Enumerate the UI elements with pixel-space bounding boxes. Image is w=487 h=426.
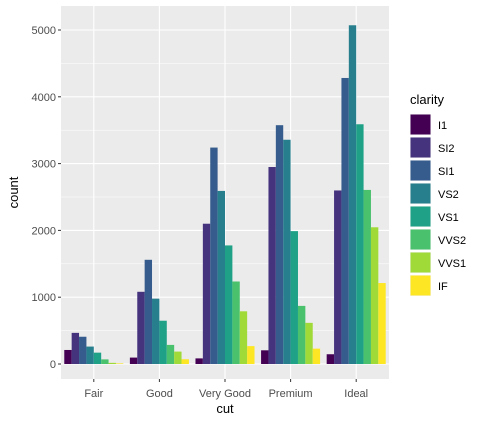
legend-swatch-vvs2 bbox=[410, 229, 431, 250]
y-tick-label: 5000 bbox=[32, 25, 56, 37]
bar-i1-very-good bbox=[195, 358, 203, 364]
bar-if-good bbox=[181, 359, 189, 364]
bar-if-premium bbox=[312, 348, 321, 364]
bar-vvs1-fair bbox=[108, 362, 116, 364]
legend: clarity I1 SI2 SI1 VS2 VS1 VVS2 VVS1 IF bbox=[410, 92, 466, 296]
bar-si2-fair bbox=[71, 332, 80, 364]
bar-vvs1-premium bbox=[305, 322, 313, 364]
legend-swatch-if bbox=[410, 275, 431, 296]
legend-swatch-si2 bbox=[410, 137, 431, 158]
legend-label-i1: I1 bbox=[438, 120, 447, 132]
bar-i1-ideal bbox=[326, 354, 335, 364]
y-tick-label: 1000 bbox=[32, 292, 56, 304]
bar-vs1-fair bbox=[93, 352, 102, 364]
legend-label-vvs2: VVS2 bbox=[438, 235, 466, 247]
legend-swatch-i1 bbox=[410, 114, 431, 135]
y-axis: 0 1000 2000 3000 4000 5000 bbox=[32, 25, 61, 371]
bar-vvs2-ideal bbox=[363, 189, 371, 364]
bar-si2-good bbox=[137, 291, 145, 364]
y-axis-title: count bbox=[6, 176, 21, 208]
bar-vs2-fair bbox=[86, 346, 94, 364]
legend-label-si1: SI1 bbox=[438, 166, 455, 178]
bar-vvs2-good bbox=[166, 344, 175, 364]
x-tick-label: Ideal bbox=[344, 388, 368, 400]
legend-swatch-vvs1 bbox=[410, 252, 431, 273]
y-tick-label: 4000 bbox=[32, 92, 56, 104]
legend-title: clarity bbox=[410, 92, 444, 107]
legend-swatch-vs1 bbox=[410, 206, 431, 227]
bar-vvs2-premium bbox=[297, 305, 306, 364]
y-tick-label: 2000 bbox=[32, 225, 56, 237]
bar-si1-premium bbox=[275, 125, 284, 364]
bar-vs2-premium bbox=[283, 139, 291, 364]
bar-si1-fair bbox=[79, 336, 87, 364]
bar-i1-good bbox=[129, 357, 138, 364]
y-tick-label: 0 bbox=[50, 359, 56, 371]
y-tick-label: 3000 bbox=[32, 159, 56, 171]
bar-i1-fair bbox=[64, 349, 72, 364]
bar-si2-ideal bbox=[334, 190, 342, 364]
legend-label-vvs1: VVS1 bbox=[438, 258, 466, 270]
x-axis-title: cut bbox=[216, 401, 234, 416]
x-tick-label: Fair bbox=[84, 388, 103, 400]
legend-label-vs2: VS2 bbox=[438, 189, 459, 201]
bar-vs1-good bbox=[159, 320, 167, 364]
bar-vs1-ideal bbox=[356, 124, 364, 365]
legend-label-si2: SI2 bbox=[438, 143, 455, 155]
legend-label-vs1: VS1 bbox=[438, 212, 459, 224]
x-tick-label: Good bbox=[146, 388, 173, 400]
bar-vs2-ideal bbox=[348, 25, 357, 364]
x-axis: Fair Good Very Good Premium Ideal bbox=[84, 379, 368, 400]
bar-vvs1-good bbox=[174, 351, 182, 364]
bar-i1-premium bbox=[261, 350, 269, 364]
x-tick-label: Very Good bbox=[199, 388, 251, 400]
bar-vs2-very-good bbox=[217, 190, 225, 364]
x-tick-label: Premium bbox=[269, 388, 313, 400]
bar-vs1-premium bbox=[290, 231, 298, 364]
bar-si1-good bbox=[144, 259, 153, 364]
bar-vvs1-very-good bbox=[239, 311, 248, 364]
bar-si2-very-good bbox=[202, 223, 211, 364]
bar-vvs2-very-good bbox=[232, 281, 240, 364]
bar-si2-premium bbox=[268, 167, 276, 364]
bar-vs2-good bbox=[152, 298, 160, 364]
bar-si1-very-good bbox=[210, 147, 218, 364]
bars bbox=[64, 25, 386, 365]
bar-vvs1-ideal bbox=[370, 227, 379, 364]
bar-if-ideal bbox=[378, 283, 386, 364]
bar-vvs2-fair bbox=[101, 359, 109, 364]
bar-vs1-very-good bbox=[225, 245, 233, 364]
legend-swatch-si1 bbox=[410, 160, 431, 181]
bar-si1-ideal bbox=[341, 77, 349, 364]
bar-if-very-good bbox=[247, 346, 255, 364]
bar-if-fair bbox=[115, 363, 124, 364]
legend-label-if: IF bbox=[438, 281, 448, 293]
legend-swatch-vs2 bbox=[410, 183, 431, 204]
